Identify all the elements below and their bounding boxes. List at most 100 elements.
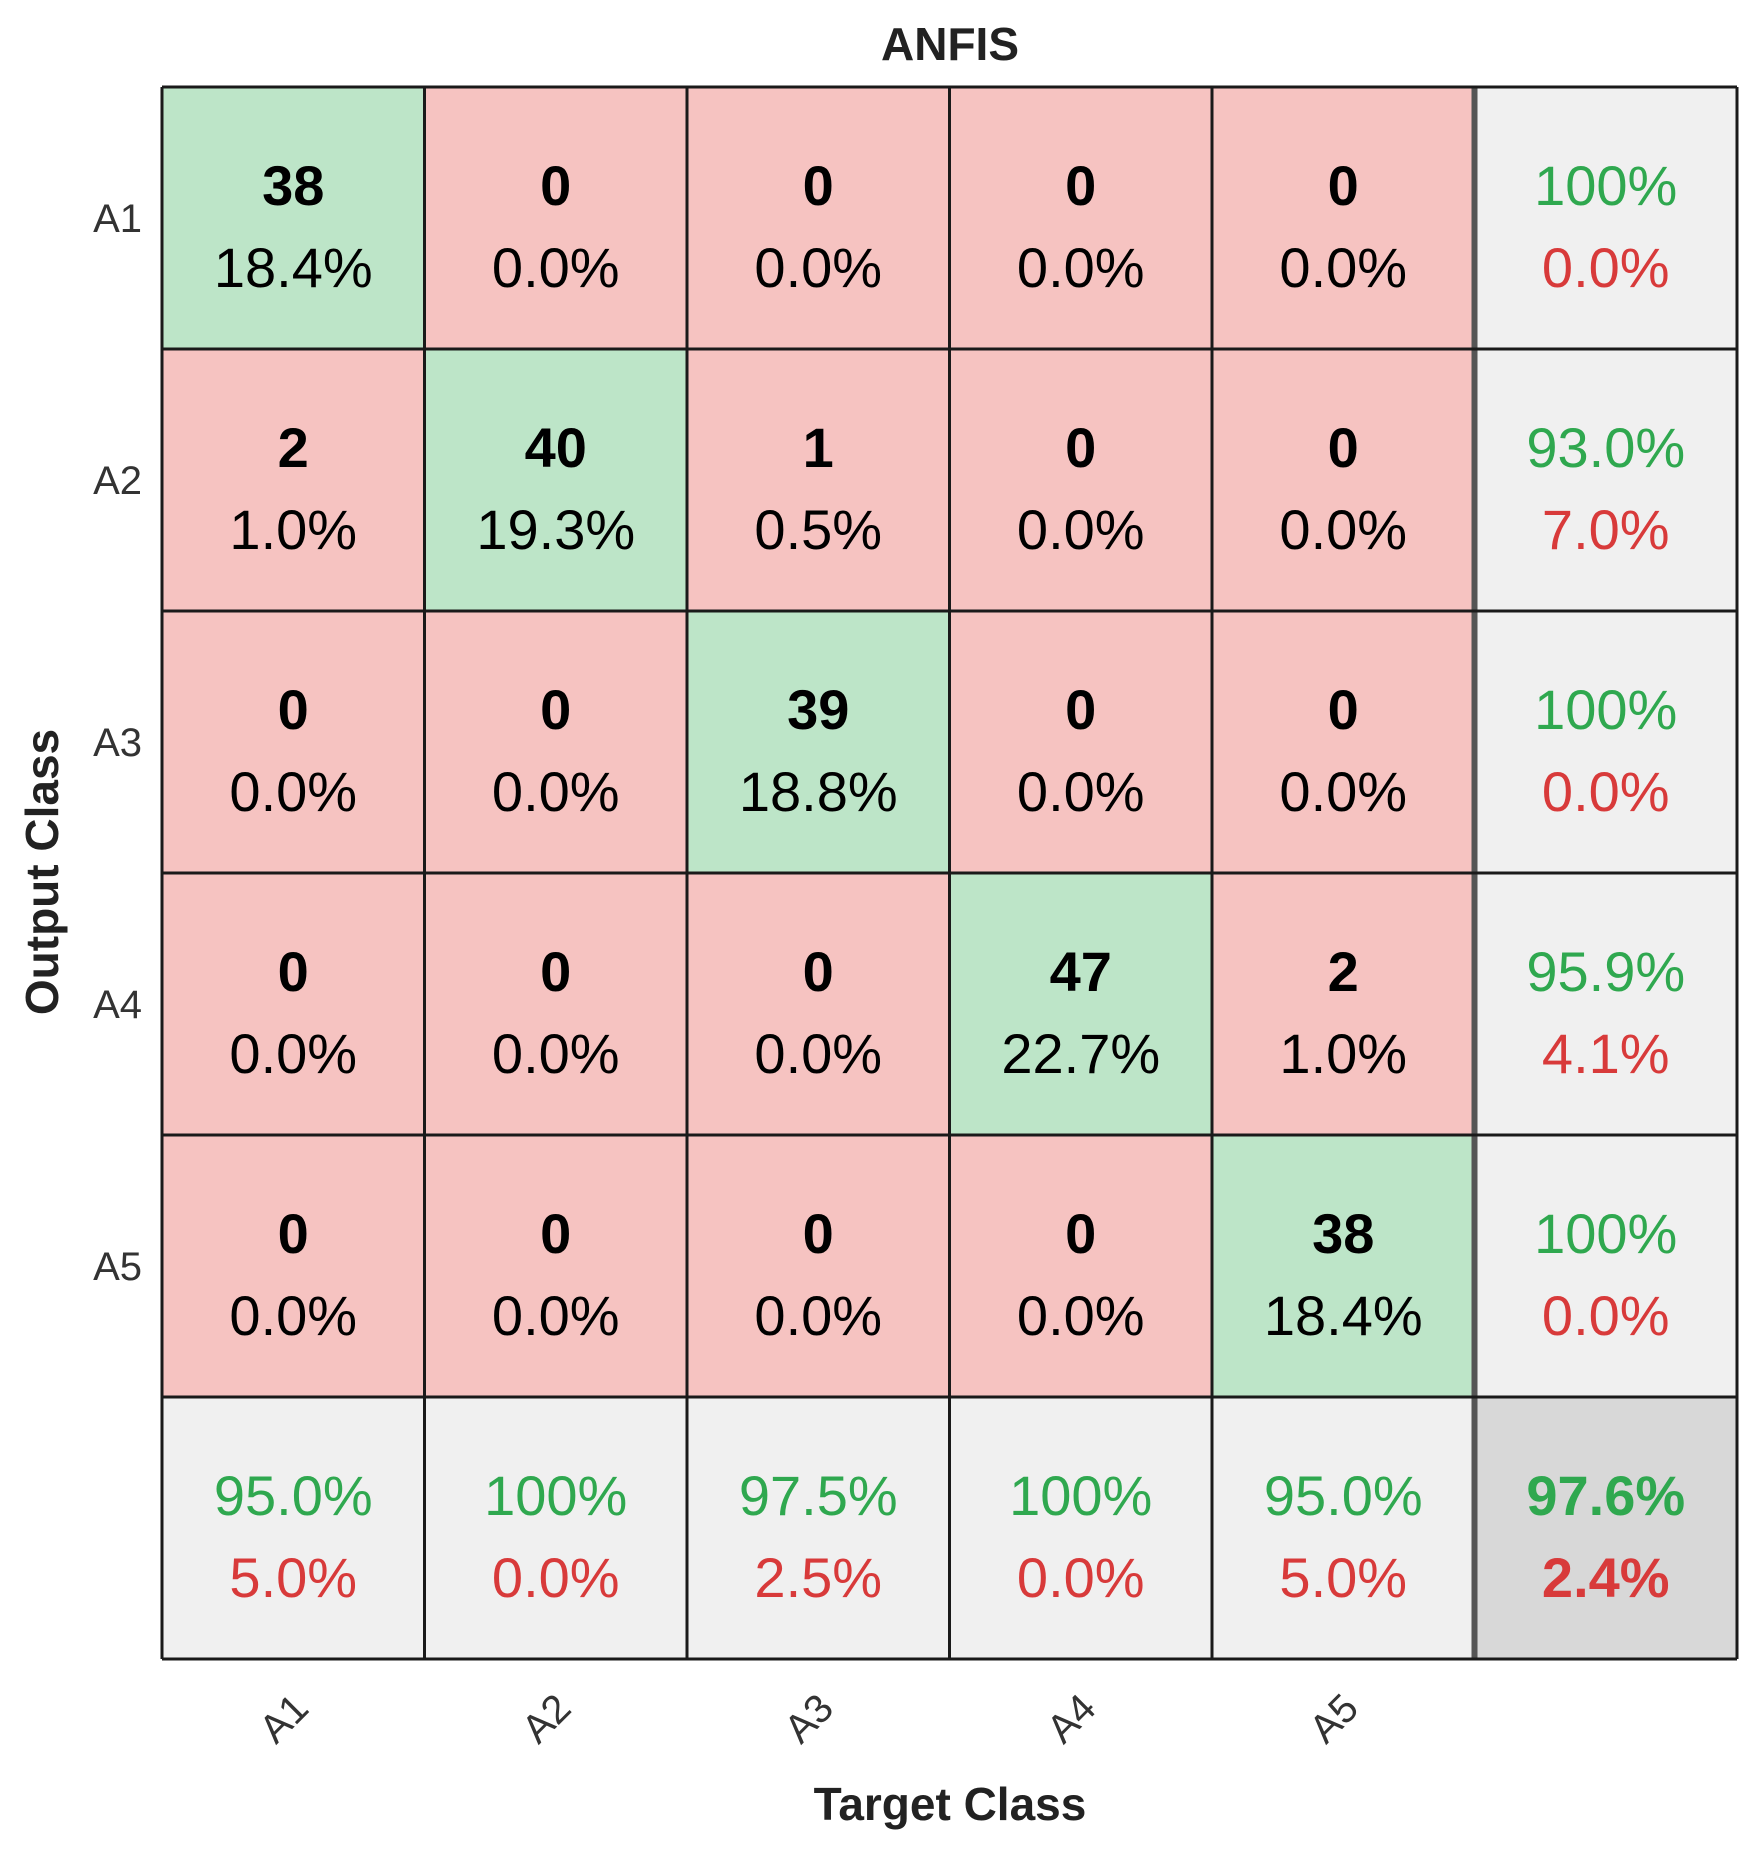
- matrix-cell-r4-c4-bottom-text: 22.7%: [1001, 1022, 1160, 1085]
- matrix-cell-r4-c3: 0 0.0%: [687, 873, 950, 1135]
- col-summary-cell-1: 95.0% 5.0%: [162, 1397, 425, 1659]
- matrix-cell-r5-c5-bottom-text: 18.4%: [1264, 1284, 1423, 1347]
- matrix-cell-r1-c5: 0 0.0%: [1212, 87, 1475, 349]
- row-summary-cell-2-bottom-text: 7.0%: [1542, 498, 1670, 561]
- row-summary-cell-1-top-text: 100%: [1534, 154, 1677, 217]
- col-summary-cell-4: 100% 0.0%: [949, 1397, 1212, 1659]
- matrix-cell-r1-c1-top-text: 38: [262, 154, 324, 217]
- matrix-cell-r3-c4-bg: [949, 611, 1212, 873]
- matrix-cell-r4-c2-top-text: 0: [540, 940, 571, 1003]
- matrix-cell-r2-c5-bottom-text: 0.0%: [1279, 498, 1407, 561]
- y-tick-label-3: A3: [93, 721, 142, 765]
- col-summary-cell-1-top-text: 95.0%: [214, 1464, 373, 1527]
- matrix-cell-r4-c5-bottom-text: 1.0%: [1279, 1022, 1407, 1085]
- matrix-cell-r5-c3: 0 0.0%: [687, 1135, 950, 1397]
- x-axis-label: Target Class: [814, 1778, 1087, 1830]
- row-summary-cell-2-bg: [1474, 349, 1737, 611]
- col-summary-cell-5-bottom-text: 5.0%: [1279, 1546, 1407, 1609]
- matrix-cell-r2-c2-bg: [424, 349, 687, 611]
- row-summary-cell-5-top-text: 100%: [1534, 1202, 1677, 1265]
- matrix-cell-r2-c3-bottom-text: 0.5%: [754, 498, 882, 561]
- matrix-cell-r1-c1-bg: [162, 87, 425, 349]
- matrix-cell-r2-c4-top-text: 0: [1065, 416, 1096, 479]
- matrix-cell-r2-c5-top-text: 0: [1328, 416, 1359, 479]
- row-summary-cell-2: 93.0% 7.0%: [1474, 349, 1737, 611]
- x-tick-label-4: A4: [1039, 1686, 1105, 1752]
- matrix-cell-r4-c4-top-text: 47: [1050, 940, 1112, 1003]
- col-summary-cell-1-bottom-text: 5.0%: [229, 1546, 357, 1609]
- matrix-cell-r5-c4-top-text: 0: [1065, 1202, 1096, 1265]
- matrix-cell-r3-c5-top-text: 0: [1328, 678, 1359, 741]
- matrix-cell-r5-c2-top-text: 0: [540, 1202, 571, 1265]
- y-axis-label: Output Class: [16, 729, 68, 1015]
- matrix-cell-r1-c5-bg: [1212, 87, 1475, 349]
- matrix-cell-r5-c1-bottom-text: 0.0%: [229, 1284, 357, 1347]
- matrix-cell-r1-c2: 0 0.0%: [424, 87, 687, 349]
- matrix-cell-r5-c4: 0 0.0%: [949, 1135, 1212, 1397]
- row-summary-cell-4-bg: [1474, 873, 1737, 1135]
- row-summary-cell-4-top-text: 95.9%: [1526, 940, 1685, 1003]
- matrix-cell-r2-c2-bottom-text: 19.3%: [476, 498, 635, 561]
- matrix-cell-r3-c1: 0 0.0%: [162, 611, 425, 873]
- overall-summary-cell-bg: [1474, 1397, 1737, 1659]
- col-summary-cell-5-bg: [1212, 1397, 1475, 1659]
- matrix-cell-r1-c4-top-text: 0: [1065, 154, 1096, 217]
- matrix-cell-r4-c5-top-text: 2: [1328, 940, 1359, 1003]
- col-summary-cell-3: 97.5% 2.5%: [687, 1397, 950, 1659]
- x-tick-label-3: A3: [776, 1686, 842, 1752]
- matrix-cell-r2-c1-bg: [162, 349, 425, 611]
- matrix-cell-r4-c1-top-text: 0: [278, 940, 309, 1003]
- col-summary-cell-2-bottom-text: 0.0%: [492, 1546, 620, 1609]
- matrix-cell-r2-c5: 0 0.0%: [1212, 349, 1475, 611]
- matrix-cell-r3-c1-bottom-text: 0.0%: [229, 760, 357, 823]
- row-summary-cell-5-bg: [1474, 1135, 1737, 1397]
- matrix-cell-r1-c2-bottom-text: 0.0%: [492, 236, 620, 299]
- matrix-cell-r4-c4: 47 22.7%: [949, 873, 1212, 1135]
- col-summary-cell-4-bottom-text: 0.0%: [1017, 1546, 1145, 1609]
- matrix-cell-r3-c3: 39 18.8%: [687, 611, 950, 873]
- row-summary-cell-3-bg: [1474, 611, 1737, 873]
- cells-layer: 38 18.4% 0 0.0% 0 0.0% 0 0.0% 0 0.0% 100% 0.0% 2 1.0%…: [162, 87, 1737, 1659]
- col-summary-cell-3-top-text: 97.5%: [739, 1464, 898, 1527]
- col-summary-cell-3-bg: [687, 1397, 950, 1659]
- chart-title: ANFIS: [881, 18, 1019, 70]
- matrix-cell-r5-c1: 0 0.0%: [162, 1135, 425, 1397]
- matrix-cell-r4-c1-bg: [162, 873, 425, 1135]
- matrix-cell-r1-c3-top-text: 0: [803, 154, 834, 217]
- matrix-cell-r2-c3: 1 0.5%: [687, 349, 950, 611]
- matrix-cell-r5-c2: 0 0.0%: [424, 1135, 687, 1397]
- matrix-cell-r5-c2-bottom-text: 0.0%: [492, 1284, 620, 1347]
- matrix-cell-r5-c3-top-text: 0: [803, 1202, 834, 1265]
- matrix-cell-r2-c5-bg: [1212, 349, 1475, 611]
- matrix-cell-r2-c3-bg: [687, 349, 950, 611]
- matrix-cell-r1-c3: 0 0.0%: [687, 87, 950, 349]
- row-summary-cell-3-top-text: 100%: [1534, 678, 1677, 741]
- y-tick-label-1: A1: [93, 197, 142, 241]
- matrix-cell-r3-c2-bg: [424, 611, 687, 873]
- matrix-cell-r2-c4: 0 0.0%: [949, 349, 1212, 611]
- matrix-cell-r1-c1-bottom-text: 18.4%: [214, 236, 373, 299]
- matrix-cell-r1-c3-bottom-text: 0.0%: [754, 236, 882, 299]
- matrix-cell-r5-c5: 38 18.4%: [1212, 1135, 1475, 1397]
- matrix-cell-r1-c2-top-text: 0: [540, 154, 571, 217]
- matrix-cell-r4-c2: 0 0.0%: [424, 873, 687, 1135]
- matrix-cell-r3-c1-bg: [162, 611, 425, 873]
- matrix-cell-r5-c2-bg: [424, 1135, 687, 1397]
- matrix-cell-r4-c3-bg: [687, 873, 950, 1135]
- row-summary-cell-1: 100% 0.0%: [1474, 87, 1737, 349]
- col-summary-cell-2: 100% 0.0%: [424, 1397, 687, 1659]
- col-summary-cell-4-bg: [949, 1397, 1212, 1659]
- matrix-cell-r3-c2: 0 0.0%: [424, 611, 687, 873]
- overall-summary-cell-bottom-text: 2.4%: [1542, 1546, 1670, 1609]
- matrix-cell-r3-c1-top-text: 0: [278, 678, 309, 741]
- overall-summary-cell: 97.6% 2.4%: [1474, 1397, 1737, 1659]
- matrix-cell-r3-c5-bg: [1212, 611, 1475, 873]
- row-summary-cell-3: 100% 0.0%: [1474, 611, 1737, 873]
- matrix-cell-r4-c5: 2 1.0%: [1212, 873, 1475, 1135]
- matrix-cell-r2-c4-bottom-text: 0.0%: [1017, 498, 1145, 561]
- matrix-cell-r1-c4-bg: [949, 87, 1212, 349]
- row-summary-cell-5-bottom-text: 0.0%: [1542, 1284, 1670, 1347]
- matrix-cell-r3-c5-bottom-text: 0.0%: [1279, 760, 1407, 823]
- y-tick-label-2: A2: [93, 459, 142, 503]
